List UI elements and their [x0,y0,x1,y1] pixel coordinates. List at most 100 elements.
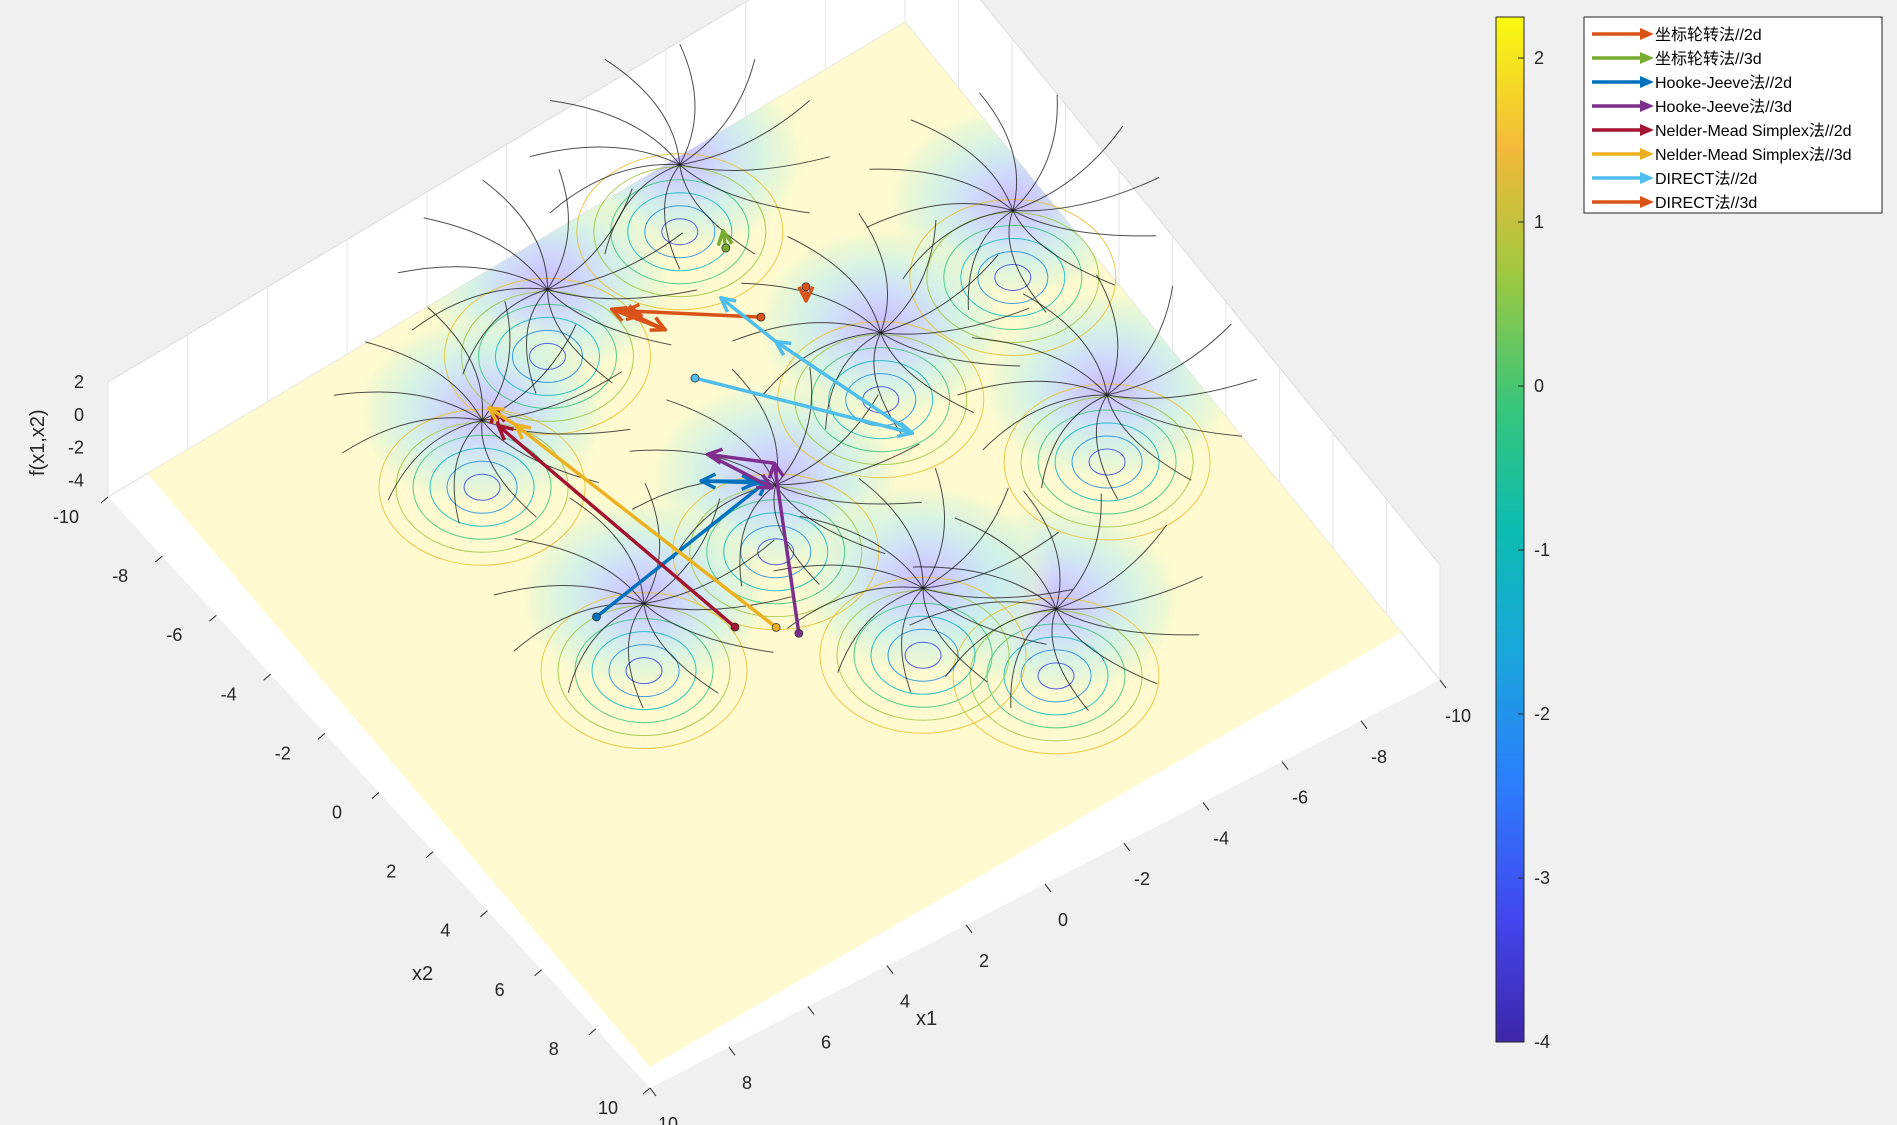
path-start-marker [756,312,766,322]
contour-ring [960,237,1066,317]
legend-swatch-head [1640,28,1654,40]
x1-tick-mark [1202,802,1210,811]
streamline [333,391,483,421]
streamline [604,58,681,165]
contour-ring [661,218,699,246]
streamline [1012,94,1058,211]
streamline [741,282,882,334]
streamline [787,236,882,333]
streamline [825,332,881,430]
path-segment [496,423,737,629]
streamline [762,332,881,395]
streamline [397,266,548,290]
streamline [858,213,889,333]
path-0 [610,302,766,332]
streamline [569,497,645,604]
contour-ring [943,224,1083,330]
streamline [923,531,1059,589]
streamline [481,420,537,518]
x1-tick-mark [728,1046,736,1056]
legend-label: Nelder-Mead Simplex法//2d [1655,122,1852,140]
x1-tick-label: 10 [658,1114,678,1125]
legend-swatch-head [1640,76,1654,88]
streamline [799,515,924,589]
streamline [1055,493,1102,610]
streamline [513,602,645,652]
streamline [1106,394,1192,481]
x2-tick-label: 8 [549,1039,559,1059]
streamline [493,585,645,605]
x1-tick-label: 0 [1058,910,1068,930]
streamline [679,100,811,166]
colorbar-tick-label: -2 [1534,704,1550,724]
path-arrowhead [719,296,737,313]
x2-tick-label: 6 [495,980,505,1000]
contour-ring [1071,435,1143,489]
contour-ring [627,192,733,272]
x2-tick-label: 0 [332,803,342,823]
contour-ring [1037,409,1177,515]
z-tick-label: -2 [68,438,84,458]
legend-label: DIRECT法//3d [1655,194,1757,212]
legend-swatch-head [1640,100,1654,112]
streamline [922,487,1009,589]
streamline [514,538,645,604]
path-arrowhead [756,474,774,490]
streamline [342,417,483,454]
streamline [902,210,1013,280]
contour-ring [494,316,600,396]
x2-tick-label: -2 [275,743,291,763]
contour-ring [828,360,934,440]
streamline [858,478,924,589]
path-segment [610,307,643,318]
optimizer-paths [487,228,915,638]
streamline [547,188,633,290]
x2-tick-mark [209,614,217,622]
contour-ring [463,473,501,501]
contour-ring [904,641,942,669]
path-arrowhead [740,473,758,491]
path-5 [487,406,781,632]
x2-tick-mark [100,496,109,504]
streamline [773,484,820,585]
x2-tick-label: -8 [112,566,128,586]
x1-tick-mark [649,1087,657,1097]
path-segment [719,296,778,344]
streamline [1055,524,1168,610]
contour-ring [574,618,714,724]
streamline [1107,378,1257,399]
streamline [739,484,777,587]
x2-tick-mark [480,910,488,918]
z-axis-label: f(x1,x2) [27,409,49,476]
x1-tick-mark [965,924,973,934]
x1-tick-label: 2 [979,951,989,971]
streamline [462,288,548,375]
path-segment [513,423,778,630]
streamline [481,419,631,435]
path-segment [705,452,774,490]
x2-tick-mark [534,969,542,977]
contour-ring [977,250,1049,304]
contour-ring [887,628,959,682]
surface-well [750,224,1011,425]
contour-ring [477,303,617,409]
streamline [666,399,777,486]
streamline [567,603,645,693]
path-start-marker [690,373,700,383]
contour-ring [926,211,1100,343]
legend-label: 坐标轮转法//2d [1655,26,1762,44]
x2-tick-mark [371,792,380,799]
streamline [1055,608,1158,685]
x1-tick-mark [1044,883,1052,893]
legend-label: Nelder-Mead Simplex法//3d [1655,146,1852,164]
streamline [423,217,548,290]
streamline [880,219,937,334]
contour-ring [794,334,968,466]
streamline [775,443,920,486]
x1-tick-label: -8 [1371,747,1387,767]
streamline [679,164,810,214]
x2-tick-label: 2 [386,862,396,882]
streamline [547,232,683,290]
contour-ring [540,592,748,750]
